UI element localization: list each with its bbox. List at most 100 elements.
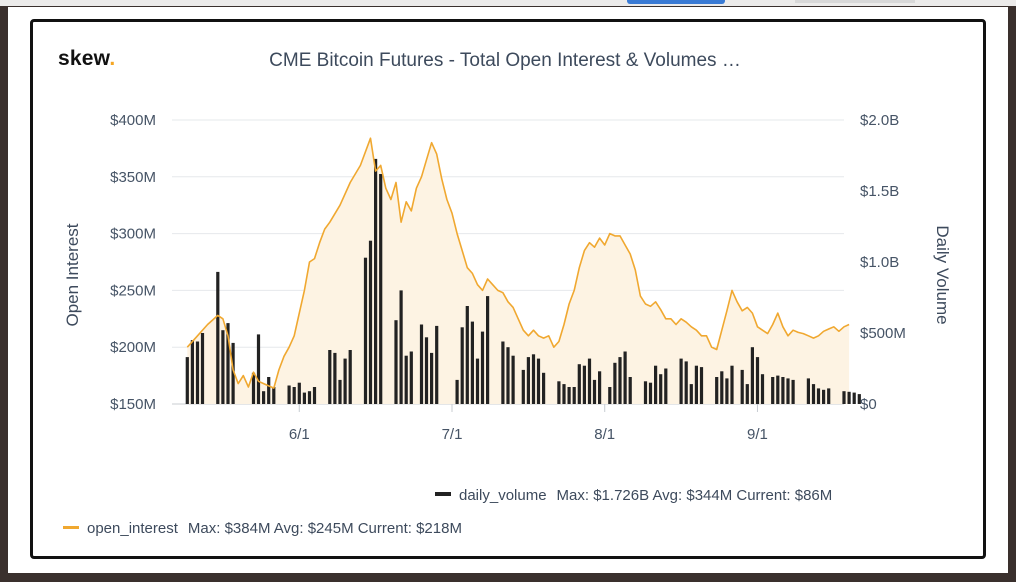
volume-bar bbox=[628, 377, 632, 404]
legend-volume-stats: Max: $1.726B Avg: $344M Current: $86M bbox=[556, 487, 833, 504]
volume-bar bbox=[486, 296, 490, 404]
volume-bar bbox=[852, 392, 856, 404]
volume-bar bbox=[368, 240, 373, 404]
volume-bar bbox=[363, 257, 368, 404]
left-tick-label: $150M bbox=[110, 396, 156, 413]
left-tick-label: $400M bbox=[110, 112, 156, 129]
volume-bar bbox=[771, 377, 775, 404]
left-tick-label: $350M bbox=[110, 169, 156, 186]
skew-logo: skew. bbox=[58, 47, 115, 71]
legend-oi-label: open_interest bbox=[87, 520, 178, 537]
legend-oi-stats: Max: $384M Avg: $245M Current: $218M bbox=[187, 520, 462, 537]
volume-bar bbox=[857, 394, 861, 404]
volume-bar bbox=[251, 372, 256, 404]
volume-bar bbox=[623, 351, 627, 404]
x-tick-label: 9/1 bbox=[747, 426, 768, 443]
volume-bar bbox=[689, 384, 693, 404]
left-tick-label: $300M bbox=[110, 226, 156, 243]
volume-bar bbox=[460, 327, 464, 404]
volume-bar bbox=[791, 379, 795, 404]
x-tick-label: 7/1 bbox=[442, 426, 463, 443]
volume-bar bbox=[684, 361, 688, 404]
legend-daily-volume[interactable]: daily_volume Max: $1.726B Avg: $344M Curr… bbox=[435, 487, 832, 504]
volume-bar bbox=[557, 381, 561, 404]
volume-bar bbox=[394, 320, 398, 404]
right-axis-title: Daily Volume bbox=[933, 225, 952, 324]
volume-bar bbox=[287, 385, 291, 404]
volume-bar bbox=[715, 377, 719, 404]
volume-bar bbox=[781, 377, 785, 404]
volume-bar bbox=[348, 350, 352, 404]
open-interest-line-path bbox=[186, 137, 850, 389]
volume-bar bbox=[608, 387, 612, 404]
volume-bar bbox=[750, 347, 754, 404]
daily-volume-swatch bbox=[435, 492, 451, 497]
brand-dot: . bbox=[109, 47, 116, 70]
volume-bar bbox=[501, 341, 505, 404]
x-tick-label: 6/1 bbox=[289, 426, 310, 443]
volume-bar bbox=[379, 174, 383, 404]
volume-bar bbox=[720, 371, 724, 404]
brand-name: skew bbox=[58, 47, 110, 70]
volume-bar bbox=[470, 321, 474, 404]
volume-bar bbox=[694, 365, 698, 404]
x-axis-ticks: 6/1 7/1 8/1 9/1 bbox=[289, 404, 768, 443]
volume-bar bbox=[679, 358, 683, 404]
left-axis-ticks: $150M $200M $250M $300M $350M $400M bbox=[110, 112, 156, 413]
volume-bar bbox=[404, 355, 408, 404]
volume-bar bbox=[328, 350, 332, 404]
right-tick-label: $500M bbox=[860, 325, 906, 342]
volume-bar bbox=[185, 357, 189, 404]
volume-bar bbox=[577, 364, 581, 404]
volume-bar bbox=[216, 271, 220, 404]
volume-bar bbox=[226, 323, 230, 404]
volume-bar bbox=[806, 378, 810, 404]
volume-bar bbox=[613, 362, 617, 404]
volume-bar bbox=[521, 369, 525, 404]
volume-bar bbox=[475, 358, 480, 404]
volume-bar bbox=[659, 374, 663, 404]
volume-bar bbox=[592, 379, 597, 404]
volume-bar bbox=[643, 381, 648, 404]
volume-bar bbox=[740, 369, 744, 404]
volume-bar bbox=[272, 387, 276, 404]
browser-top-strip bbox=[0, 0, 1016, 6]
open-interest-swatch bbox=[63, 525, 79, 529]
volume-bar bbox=[847, 391, 851, 404]
volume-bar bbox=[745, 384, 749, 404]
volume-bar bbox=[455, 379, 459, 404]
volume-bar bbox=[511, 355, 515, 404]
volume-bar bbox=[424, 337, 429, 404]
volume-bar bbox=[648, 382, 653, 404]
search-box-fragment[interactable] bbox=[795, 0, 915, 3]
volume-bar bbox=[480, 331, 485, 404]
volume-bar bbox=[755, 357, 760, 404]
volume-bar bbox=[598, 371, 602, 404]
volume-bar bbox=[419, 324, 424, 404]
chart-card bbox=[30, 19, 986, 559]
right-tick-label: $2.0B bbox=[860, 112, 899, 129]
right-tick-label: $1.0B bbox=[860, 254, 899, 271]
volume-bar bbox=[725, 378, 729, 404]
volume-bar bbox=[231, 342, 235, 404]
volume-bar bbox=[506, 347, 510, 404]
volume-bar bbox=[664, 368, 668, 404]
volume-bar bbox=[562, 384, 566, 404]
follow-button-fragment[interactable] bbox=[627, 0, 725, 4]
volume-bar bbox=[811, 384, 816, 404]
volume-bar bbox=[307, 391, 312, 404]
open-interest-fill bbox=[187, 138, 850, 404]
volume-bar bbox=[654, 365, 658, 404]
volume-bar bbox=[302, 392, 306, 404]
volume-bar bbox=[587, 358, 592, 404]
volume-bar bbox=[262, 391, 266, 404]
right-tick-label: $0 bbox=[860, 396, 877, 413]
left-tick-label: $200M bbox=[110, 339, 156, 356]
volume-bar bbox=[842, 391, 846, 404]
volume-bar bbox=[531, 354, 536, 404]
volume-bar bbox=[618, 357, 622, 404]
legend-open-interest[interactable]: open_interest Max: $384M Avg: $245M Curre… bbox=[63, 520, 462, 537]
volume-bar bbox=[542, 372, 546, 404]
open-interest-line bbox=[186, 137, 850, 389]
volume-bar bbox=[374, 158, 378, 404]
